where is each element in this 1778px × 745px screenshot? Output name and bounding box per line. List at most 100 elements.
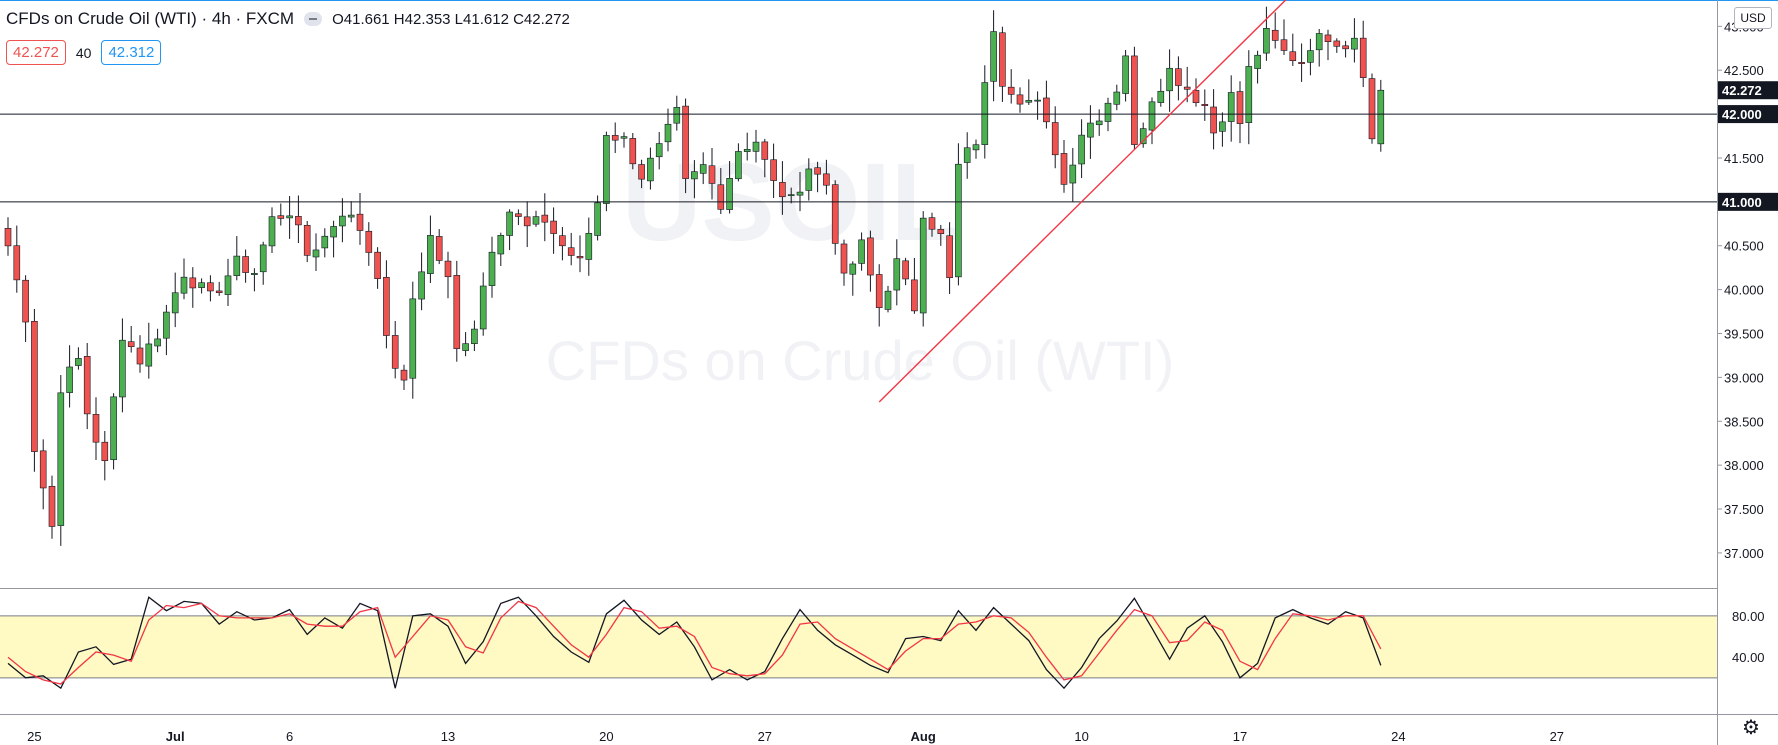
candle-body [823, 173, 830, 186]
level-price-label: 42.000 [1722, 107, 1762, 122]
candle-body [215, 290, 223, 293]
candle-body [277, 215, 285, 219]
candle-body [1201, 104, 1209, 106]
y-tick-label: 39.000 [1724, 370, 1764, 385]
candle-body [1087, 122, 1094, 138]
candle-body [427, 235, 434, 274]
candle-body [251, 273, 258, 275]
candle-body [585, 233, 593, 260]
symbol-title[interactable]: CFDs on Crude Oil (WTI) · 4h · FXCM [6, 9, 295, 28]
candle-body [374, 251, 381, 280]
candle-body [559, 235, 566, 247]
candle-body [347, 214, 355, 218]
stoch-d-line[interactable] [7, 600, 1382, 685]
candle-body [400, 369, 408, 381]
candle-body [1263, 28, 1270, 54]
level-price-label: 41.000 [1722, 195, 1762, 210]
watermark-ticker: USOIL [622, 141, 958, 264]
stoch-axis-label: 40.00 [1732, 650, 1765, 665]
candle-body [66, 366, 73, 393]
candle-body [893, 258, 901, 291]
candle-body [75, 358, 82, 366]
x-tick-label: 20 [599, 729, 613, 744]
candle-body [717, 184, 725, 210]
candle-body [471, 328, 478, 345]
candle-body [13, 245, 21, 281]
candle-body [955, 163, 962, 278]
stoch-k-line[interactable] [7, 596, 1382, 690]
candle-body [479, 285, 487, 330]
candle-body [462, 343, 469, 351]
candle-body [101, 441, 109, 461]
candle-body [409, 298, 417, 379]
candle-body [1333, 40, 1341, 47]
y-tick-label: 38.000 [1724, 458, 1764, 473]
buy-price-button[interactable]: 42.312 [101, 40, 162, 65]
x-tick-label: 13 [441, 729, 455, 744]
hide-legend-icon[interactable] [304, 12, 323, 26]
candle-body [1324, 34, 1332, 42]
candle-body [735, 151, 742, 180]
candle-body [1131, 55, 1138, 145]
candle-body [884, 290, 892, 310]
candle-body [383, 276, 390, 336]
candle-body [48, 485, 56, 527]
candle-body [1227, 92, 1235, 122]
candle-body [136, 347, 144, 365]
x-tick-label: 27 [1550, 729, 1564, 744]
candle-body [743, 149, 751, 152]
candle-body [92, 414, 100, 443]
candle-body [453, 275, 461, 349]
x-tick-label: 27 [758, 729, 772, 744]
candle-body [1043, 97, 1050, 123]
candle-body [779, 182, 786, 198]
candle-body [1175, 68, 1182, 86]
candle-body [867, 237, 874, 276]
candle-body [57, 392, 65, 526]
candle-body [22, 279, 29, 323]
candle-body [1016, 94, 1024, 105]
candle-body [295, 216, 302, 226]
candle-body [1025, 100, 1033, 103]
candle-body [840, 243, 848, 274]
candle-body [1351, 37, 1358, 50]
candle-body [110, 396, 117, 461]
candle-body [990, 31, 997, 82]
candle-body [321, 235, 329, 249]
candle-body [1307, 50, 1314, 63]
candle-body [919, 217, 927, 314]
candle-body [1289, 51, 1297, 62]
candle-body [339, 215, 346, 227]
candle-body [1139, 128, 1147, 145]
y-tick-label: 42.500 [1724, 63, 1764, 78]
settings-gear-icon[interactable]: ⚙ [1742, 717, 1760, 739]
stoch-band [0, 615, 1717, 678]
candle-body [1069, 164, 1077, 184]
candle-body [189, 277, 197, 289]
candle-body [999, 32, 1006, 87]
stoch-axis-label: 80.00 [1732, 609, 1765, 624]
candle-body [1007, 86, 1015, 95]
candle-body [770, 159, 777, 181]
candle-body [1342, 45, 1349, 50]
candle-body [145, 343, 153, 367]
candle-body [1236, 91, 1244, 124]
candle-body [1148, 101, 1156, 131]
candle-body [1280, 39, 1288, 51]
candle-body [594, 202, 601, 236]
currency-button[interactable]: USD [1734, 7, 1772, 29]
candle-body [488, 251, 496, 286]
candle-body [154, 338, 161, 347]
candle-body [127, 341, 135, 347]
sell-price-button[interactable]: 42.272 [6, 40, 66, 65]
candle-body [946, 235, 953, 279]
candle-body [911, 279, 918, 312]
y-tick-label: 41.500 [1724, 151, 1764, 166]
watermark-name: CFDs on Crude Oil (WTI) [546, 329, 1175, 392]
candle-body [497, 235, 505, 255]
trend-line[interactable] [878, 0, 1301, 403]
x-tick-label: Aug [911, 729, 936, 744]
candle-body [4, 228, 12, 247]
candle-body [1113, 91, 1121, 105]
